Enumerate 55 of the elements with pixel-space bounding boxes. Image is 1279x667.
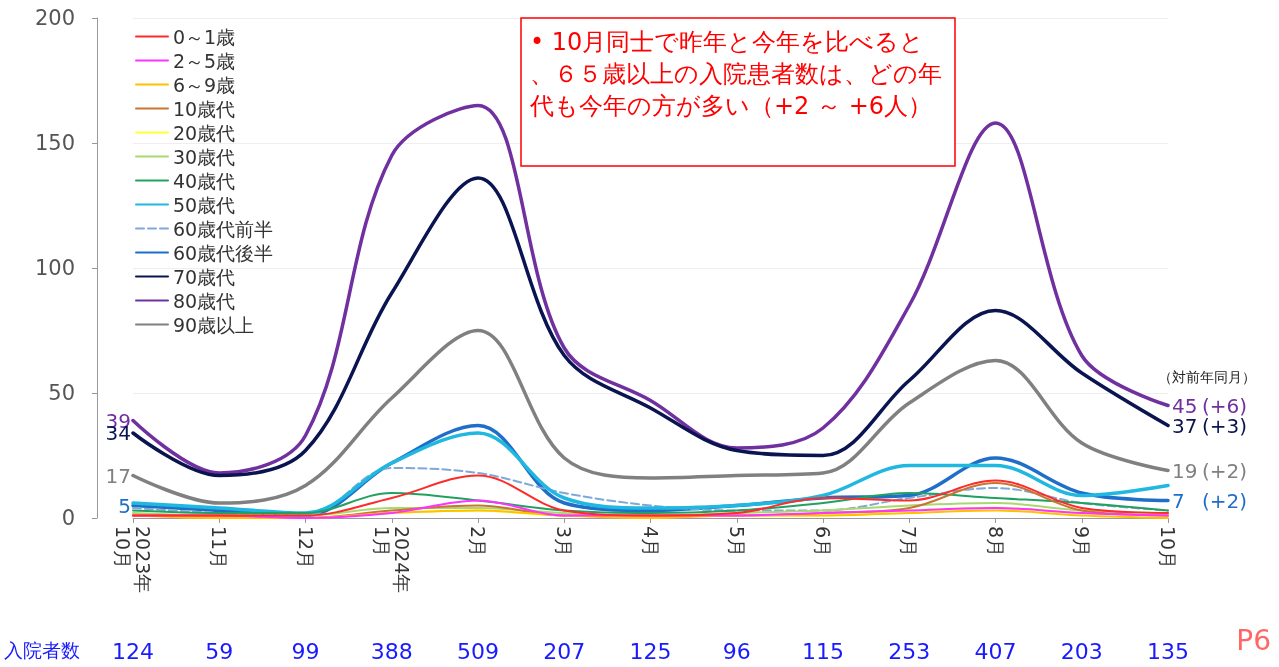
x-tick-label: 2024年 1月 — [370, 526, 413, 594]
x-tick-label: 2月 — [467, 526, 489, 558]
data-label: 7 — [1172, 488, 1185, 513]
legend-label: 90歳以上 — [173, 313, 255, 336]
x-tick-label: 11月 — [208, 526, 231, 570]
text: 509 — [457, 638, 499, 664]
y-tick-label: 0 — [61, 506, 75, 530]
legend-label: 60歳代後半 — [173, 241, 274, 264]
annotation: (+6) — [1202, 393, 1248, 418]
x-tick-label: 7月 — [898, 526, 921, 558]
x-tick-label: 3月 — [553, 526, 576, 558]
text: 125 — [629, 638, 672, 664]
text: 407 — [974, 638, 1017, 664]
text: 96 — [722, 638, 751, 664]
x-tick-label: 10月 — [1157, 526, 1179, 570]
data-label: 5 — [118, 493, 131, 518]
y-tick-label: 150 — [34, 131, 75, 155]
text: 115 — [802, 638, 844, 664]
text: 253 — [888, 638, 931, 664]
legend-label: 20歳代 — [173, 121, 236, 144]
annotation: (+2) — [1202, 458, 1248, 483]
data-label: 17 — [105, 463, 131, 488]
text: 59 — [205, 638, 234, 664]
legend-label: 10歳代 — [173, 97, 236, 120]
text: 124 — [112, 638, 154, 664]
data-label: 19 — [1172, 458, 1198, 483]
y-tick-label: 200 — [34, 6, 75, 30]
legend-label: 40歳代 — [173, 169, 236, 192]
legend-label: 2～5歳 — [173, 49, 236, 72]
legend-label: 50歳代 — [173, 193, 236, 216]
legend-label: 80歳代 — [173, 289, 236, 312]
x-tick-label: 9月 — [1070, 526, 1093, 558]
x-tick-label: 6月 — [812, 526, 834, 558]
legend-label: 60歳代前半 — [173, 217, 274, 240]
x-tick-label: 8月 — [984, 526, 1007, 558]
text: 388 — [370, 638, 413, 664]
x-tick-label: 4月 — [639, 526, 662, 558]
text: 135 — [1147, 638, 1189, 664]
text: 入院者数 — [4, 638, 80, 661]
text: P6 — [1236, 623, 1271, 657]
annotation: (+2) — [1202, 488, 1248, 513]
text: 207 — [543, 638, 586, 664]
legend-label: 6～9歳 — [173, 73, 236, 96]
x-tick-label: 2023年 10月 — [112, 526, 154, 594]
text: 99 — [291, 638, 320, 664]
y-tick-label: 50 — [48, 381, 75, 405]
annotation: （対前年同月） — [1158, 369, 1256, 385]
x-tick-label: 12月 — [294, 526, 317, 570]
y-tick-label: 100 — [34, 256, 75, 280]
legend-label: 30歳代 — [173, 145, 236, 168]
x-tick-label: 5月 — [725, 526, 748, 558]
legend-label: 70歳代 — [173, 265, 236, 288]
annotation: • 10月同士で昨年と今年を比べると、６５歳以上の入院患者数は、どの年代も今年の方が多い（+2 ～ +6人） — [529, 28, 942, 120]
text: 203 — [1060, 638, 1103, 664]
legend-label: 0～1歳 — [173, 25, 236, 48]
